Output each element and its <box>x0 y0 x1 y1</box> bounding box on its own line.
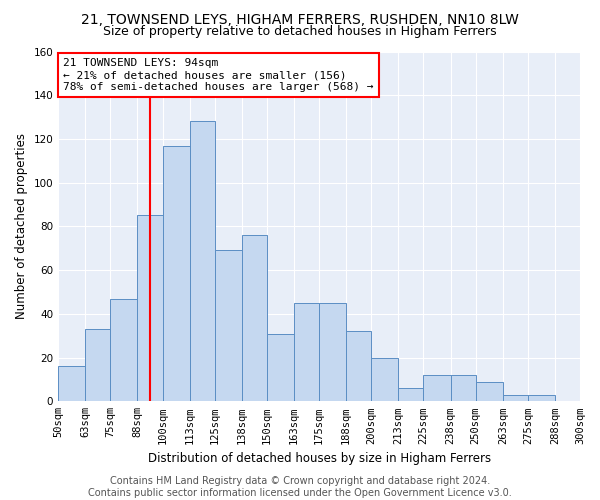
Bar <box>215 250 242 402</box>
Bar <box>85 329 110 402</box>
Bar <box>371 358 398 402</box>
Text: Contains HM Land Registry data © Crown copyright and database right 2024.
Contai: Contains HM Land Registry data © Crown c… <box>88 476 512 498</box>
Bar <box>110 298 137 402</box>
Bar <box>503 394 528 402</box>
Bar <box>242 235 267 402</box>
Bar <box>58 366 85 402</box>
Bar <box>163 146 190 402</box>
Text: Size of property relative to detached houses in Higham Ferrers: Size of property relative to detached ho… <box>103 25 497 38</box>
Text: 21 TOWNSEND LEYS: 94sqm
← 21% of detached houses are smaller (156)
78% of semi-d: 21 TOWNSEND LEYS: 94sqm ← 21% of detache… <box>64 58 374 92</box>
Bar <box>476 382 503 402</box>
Text: 21, TOWNSEND LEYS, HIGHAM FERRERS, RUSHDEN, NN10 8LW: 21, TOWNSEND LEYS, HIGHAM FERRERS, RUSHD… <box>81 12 519 26</box>
Bar <box>267 334 294 402</box>
Bar <box>137 216 163 402</box>
Bar <box>190 122 215 402</box>
Bar <box>319 303 346 402</box>
Bar <box>294 303 319 402</box>
Bar <box>451 375 476 402</box>
Y-axis label: Number of detached properties: Number of detached properties <box>15 134 28 320</box>
Bar <box>346 332 371 402</box>
Bar <box>424 375 451 402</box>
Bar <box>580 397 600 402</box>
X-axis label: Distribution of detached houses by size in Higham Ferrers: Distribution of detached houses by size … <box>148 452 491 465</box>
Bar <box>528 394 555 402</box>
Bar <box>398 388 424 402</box>
